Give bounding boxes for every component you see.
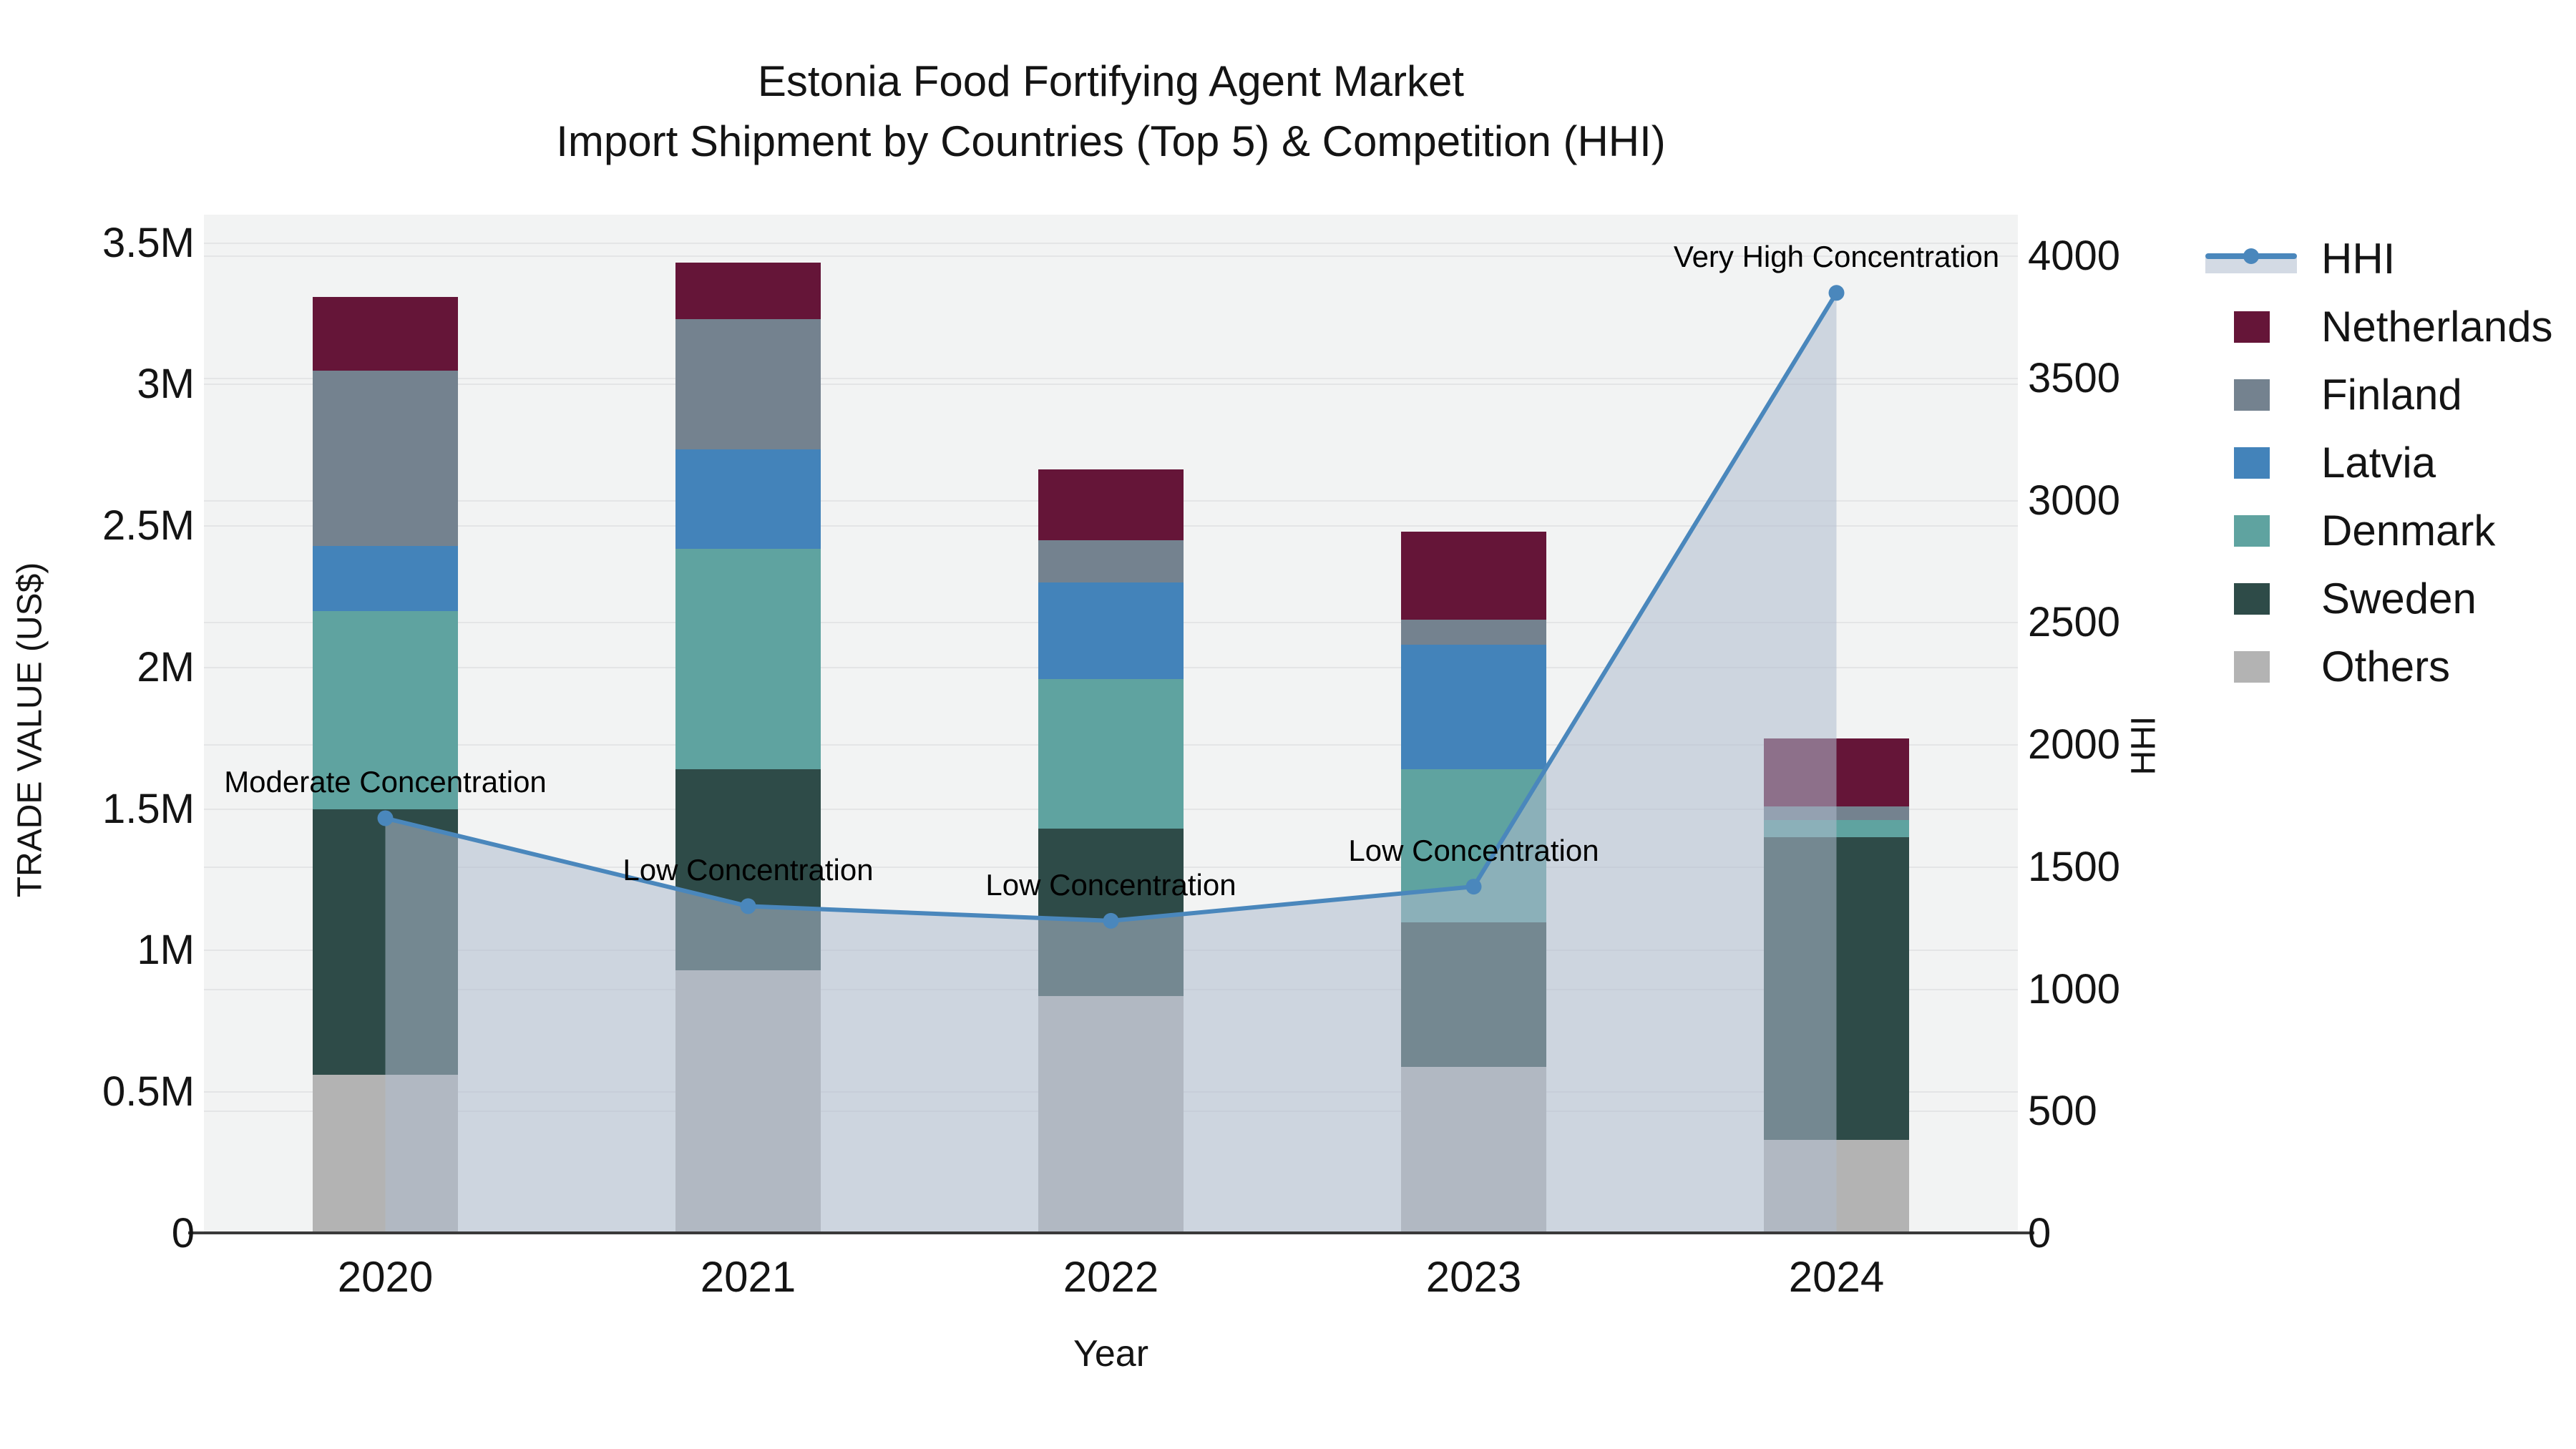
chart-title: Estonia Food Fortifying Agent Market — [757, 57, 1465, 105]
legend-item-others: Others — [2205, 642, 2553, 691]
bar-segment-latvia-2022 — [1038, 582, 1184, 679]
x-axis-baseline — [188, 1231, 2034, 1234]
legend-color-square-netherlands — [2234, 311, 2270, 343]
gridline-right-4000 — [204, 255, 2018, 258]
bar-segment-denmark-2022 — [1038, 678, 1184, 829]
bar-segment-finland-2021 — [675, 319, 821, 450]
y-tick-left-0: 0 — [171, 1210, 195, 1257]
legend-color-square-others — [2234, 651, 2270, 683]
y-tick-right-2500: 2500 — [2028, 599, 2121, 646]
x-tick-2020: 2020 — [337, 1253, 434, 1301]
y-tick-right-1000: 1000 — [2028, 965, 2121, 1013]
legend-swatch-others — [2205, 644, 2313, 688]
y-tick-left-2M: 2M — [137, 643, 195, 691]
legend-label-denmark: Denmark — [2321, 506, 2496, 555]
legend-swatch-latvia — [2205, 440, 2313, 484]
legend: HHI Netherlands Finland Latvia Denmark Sweden… — [2205, 234, 2553, 712]
bar-segment-finland-2022 — [1038, 540, 1184, 583]
y-tick-right-1500: 1500 — [2028, 843, 2121, 890]
y-tick-left-1M: 1M — [137, 927, 195, 974]
bar-segment-denmark-2021 — [675, 548, 821, 770]
legend-swatch-sweden — [2205, 576, 2313, 620]
hhi-marker-swatch-icon — [2243, 248, 2259, 264]
hhi-overlay — [377, 285, 1845, 1234]
gridline-right-3500 — [204, 377, 2018, 379]
y-axis-label-left: TRADE VALUE (US$) — [11, 562, 49, 898]
legend-label-netherlands: Netherlands — [2321, 302, 2553, 351]
y-tick-right-500: 500 — [2028, 1088, 2097, 1135]
legend-item-denmark: Denmark — [2205, 506, 2553, 555]
y-tick-left-0.5M: 0.5M — [102, 1068, 195, 1116]
bar-segment-finland-2023 — [1401, 619, 1546, 645]
legend-item-sweden: Sweden — [2205, 574, 2553, 623]
x-tick-2022: 2022 — [1063, 1253, 1159, 1301]
legend-color-square-sweden — [2234, 583, 2270, 615]
legend-swatch-finland — [2205, 372, 2313, 416]
hhi-marker-2022 — [1103, 912, 1119, 929]
chart-title-block: Estonia Food Fortifying Agent Market Imp… — [204, 52, 2018, 172]
bar-segment-finland-2020 — [313, 370, 458, 546]
y-tick-right-3000: 3000 — [2028, 477, 2121, 524]
bar-segment-latvia-2021 — [675, 449, 821, 549]
bar-segment-netherlands-2020 — [313, 296, 458, 371]
legend-item-netherlands: Netherlands — [2205, 302, 2553, 351]
hhi-annotation-2021: Low Concentration — [623, 853, 874, 887]
hhi-marker-2024 — [1828, 285, 1845, 301]
x-axis-label: Year — [1073, 1333, 1149, 1375]
hhi-annotation-2023: Low Concentration — [1348, 834, 1599, 868]
hhi-marker-2021 — [740, 898, 756, 914]
y-tick-left-3.5M: 3.5M — [102, 219, 195, 266]
legend-item-finland: Finland — [2205, 370, 2553, 419]
y-tick-left-1.5M: 1.5M — [102, 785, 195, 832]
gridline-left-3M — [204, 384, 2018, 386]
hhi-annotation-2020: Moderate Concentration — [224, 765, 547, 799]
legend-swatch-hhi-line-icon — [2205, 236, 2313, 280]
plot-area: Moderate Concentration Low Concentration L… — [204, 215, 2018, 1234]
legend-color-square-denmark — [2234, 515, 2270, 547]
bar-segment-denmark-2020 — [313, 610, 458, 809]
hhi-marker-2023 — [1465, 879, 1482, 895]
legend-label-sweden: Sweden — [2321, 574, 2477, 623]
hhi-annotation-2024: Very High Concentration — [1673, 240, 2000, 274]
hhi-fill-swatch — [2205, 258, 2297, 273]
legend-color-square-finland — [2234, 379, 2270, 411]
legend-label-others: Others — [2321, 642, 2451, 691]
x-tick-2024: 2024 — [1788, 1253, 1885, 1301]
bar-segment-latvia-2020 — [313, 545, 458, 611]
bar-segment-netherlands-2022 — [1038, 469, 1184, 540]
hhi-marker-2020 — [377, 810, 394, 826]
legend-color-square-latvia — [2234, 447, 2270, 479]
y-tick-right-0: 0 — [2028, 1210, 2051, 1257]
legend-label-hhi: HHI — [2321, 234, 2396, 283]
y-tick-right-4000: 4000 — [2028, 233, 2121, 280]
hhi-annotation-2022: Low Concentration — [985, 867, 1236, 902]
y-tick-right-2000: 2000 — [2028, 721, 2121, 769]
hhi-area-fill — [385, 293, 1837, 1234]
legend-label-latvia: Latvia — [2321, 438, 2436, 487]
bar-segment-latvia-2023 — [1401, 645, 1546, 770]
y-tick-left-2.5M: 2.5M — [102, 502, 195, 550]
legend-swatch-netherlands — [2205, 304, 2313, 348]
gridline-left-3.5M — [204, 242, 2018, 244]
bar-segment-netherlands-2021 — [675, 263, 821, 320]
y-tick-right-3500: 3500 — [2028, 354, 2121, 401]
legend-item-hhi: HHI — [2205, 234, 2553, 283]
y-tick-left-3M: 3M — [137, 361, 195, 408]
x-tick-2021: 2021 — [700, 1253, 796, 1301]
chart-subtitle: Import Shipment by Countries (Top 5) & C… — [556, 117, 1666, 165]
legend-item-latvia: Latvia — [2205, 438, 2553, 487]
x-tick-2023: 2023 — [1425, 1253, 1522, 1301]
legend-swatch-denmark — [2205, 508, 2313, 552]
legend-label-finland: Finland — [2321, 370, 2462, 419]
bar-segment-netherlands-2023 — [1401, 532, 1546, 620]
